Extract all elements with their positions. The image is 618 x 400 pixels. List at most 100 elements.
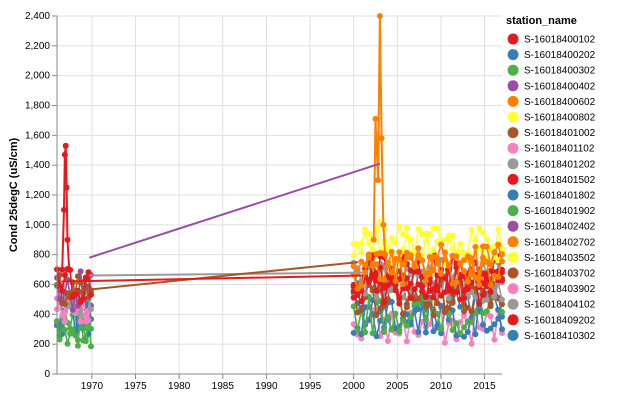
- data-point: [400, 311, 407, 318]
- data-point: [415, 268, 422, 275]
- data-point: [453, 253, 460, 260]
- data-point: [384, 313, 391, 320]
- data-point: [61, 272, 68, 278]
- y-axis-title: Cond 25degC (uS/cm): [8, 138, 20, 253]
- data-point: [430, 253, 437, 260]
- legend-swatch: [507, 111, 519, 123]
- data-point: [375, 177, 382, 184]
- data-point: [392, 278, 399, 284]
- x-tick-label: 1975: [124, 381, 147, 392]
- data-point: [468, 226, 475, 233]
- legend-entry[interactable]: S-16018400302: [507, 64, 596, 77]
- legend-entry[interactable]: S-16018400202: [507, 49, 596, 61]
- data-point: [430, 294, 437, 301]
- data-point: [487, 313, 494, 320]
- legend-entry[interactable]: S-16018402402: [507, 220, 596, 233]
- x-tick-label: 2005: [386, 381, 409, 392]
- data-point: [415, 328, 422, 335]
- data-point: [415, 281, 422, 288]
- legend-swatch: [507, 127, 519, 139]
- data-point: [362, 229, 369, 236]
- legend: station_name S-16018400102 S-16018400202 S…: [506, 15, 596, 342]
- legend-entry[interactable]: S-16018400802: [507, 111, 596, 124]
- legend-entry[interactable]: S-16018401102: [507, 142, 595, 155]
- x-tick-label: 1995: [299, 381, 322, 392]
- legend-label: S-16018403902: [524, 284, 596, 295]
- legend-entry[interactable]: S-16018403502: [507, 251, 596, 264]
- data-point: [380, 221, 387, 228]
- data-point: [476, 225, 483, 232]
- data-point: [350, 321, 357, 328]
- legend-label: S-16018403502: [524, 253, 596, 264]
- data-point: [464, 278, 471, 285]
- legend-label: S-16018402402: [524, 222, 596, 233]
- legend-entry[interactable]: S-16018400402: [507, 80, 596, 92]
- data-point: [457, 248, 464, 255]
- legend-label: S-16018404102: [524, 300, 596, 311]
- data-point: [80, 295, 87, 302]
- legend-entry[interactable]: S-16018400602: [507, 95, 596, 108]
- legend-entry[interactable]: S-16018401202: [507, 158, 596, 170]
- legend-entry[interactable]: S-16018401902: [507, 205, 596, 217]
- data-point: [461, 268, 467, 275]
- legend-swatch: [507, 283, 519, 295]
- data-point: [362, 329, 369, 336]
- data-point: [422, 238, 429, 245]
- legend-swatch: [507, 189, 519, 201]
- data-point: [468, 255, 475, 262]
- data-point: [419, 288, 426, 295]
- legend-entry[interactable]: S-16018401002: [507, 127, 596, 139]
- data-point: [449, 327, 456, 334]
- connector-line-S-16018400402: [88, 162, 381, 259]
- legend-entry[interactable]: S-16018403702: [507, 267, 596, 280]
- legend-swatch: [507, 314, 519, 326]
- legend-swatch: [507, 205, 519, 217]
- legend-label: S-16018400402: [524, 81, 596, 92]
- data-point: [61, 151, 68, 158]
- data-point: [77, 310, 84, 317]
- data-point: [369, 261, 376, 268]
- legend-entry[interactable]: S-16018401802: [507, 189, 596, 202]
- y-tick-label: 2,000: [25, 71, 50, 82]
- data-point: [499, 245, 505, 252]
- data-point: [499, 296, 505, 303]
- data-point: [74, 337, 81, 344]
- data-point: [480, 254, 486, 261]
- legend-title: station_name: [506, 15, 577, 27]
- legend-entry[interactable]: S-16018409202: [507, 314, 596, 326]
- data-point: [491, 249, 498, 256]
- legend-entry[interactable]: S-16018400102: [507, 33, 596, 46]
- data-point: [358, 240, 365, 247]
- y-tick-label: 400: [33, 309, 50, 320]
- legend-entry[interactable]: S-16018404102: [507, 298, 596, 311]
- data-point: [434, 260, 441, 267]
- data-point: [457, 240, 464, 247]
- data-point: [453, 279, 460, 286]
- data-point: [430, 247, 437, 254]
- data-point: [381, 299, 388, 306]
- data-point: [415, 306, 422, 313]
- data-point: [62, 142, 69, 149]
- data-point: [461, 302, 467, 308]
- data-point: [499, 309, 505, 315]
- data-point: [64, 340, 71, 347]
- data-point: [59, 266, 66, 273]
- legend-entry[interactable]: S-16018403902: [507, 283, 596, 295]
- legend-entry[interactable]: S-16018402702: [507, 236, 596, 248]
- data-point: [476, 281, 483, 288]
- legend-label: S-16018400602: [524, 97, 596, 108]
- data-point: [384, 338, 391, 344]
- data-point: [457, 260, 464, 267]
- data-point: [350, 303, 357, 310]
- legend-swatch: [507, 251, 519, 263]
- data-point: [415, 252, 422, 259]
- legend-swatch: [507, 64, 519, 76]
- data-point: [403, 225, 410, 231]
- legend-entry[interactable]: S-16018401502: [507, 173, 596, 186]
- legend-label: S-16018401902: [524, 206, 596, 217]
- data-point: [499, 301, 505, 308]
- data-point: [381, 329, 388, 335]
- data-point: [461, 312, 467, 319]
- data-point: [407, 295, 414, 301]
- legend-entry[interactable]: S-16018410302: [507, 329, 596, 342]
